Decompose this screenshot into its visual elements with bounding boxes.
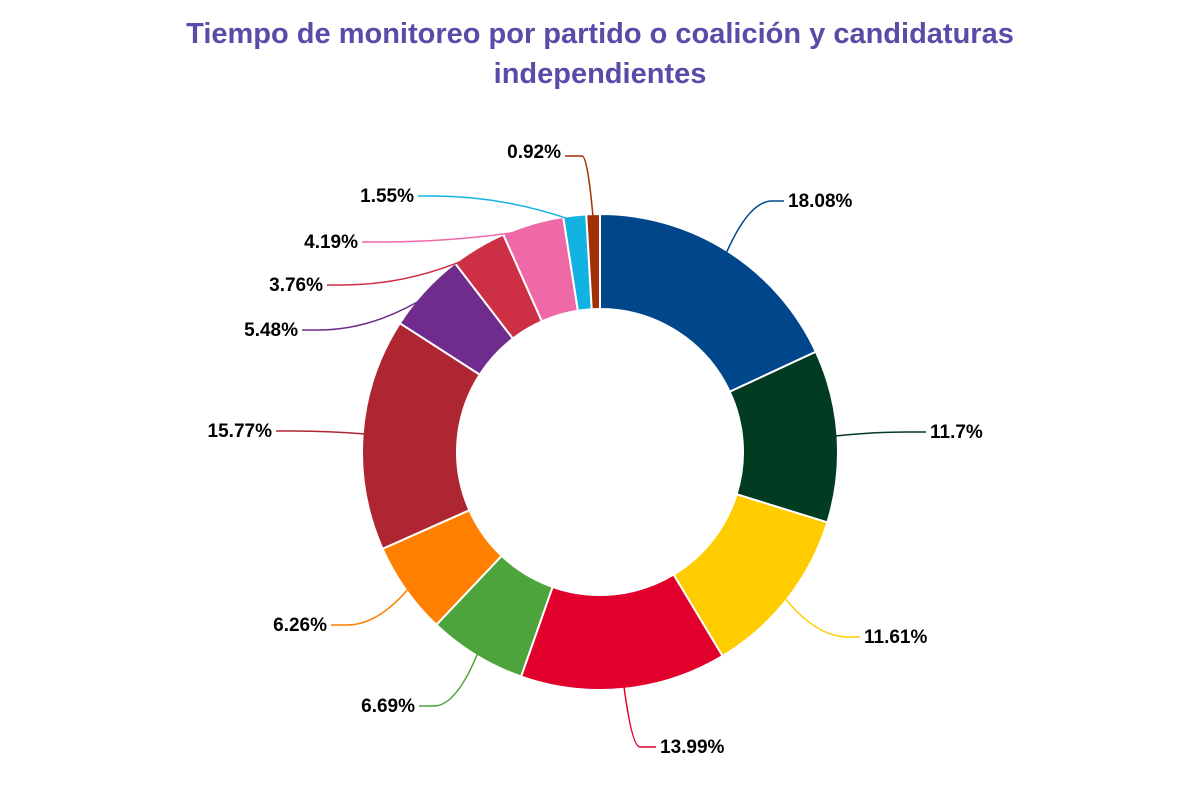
data-label-10: 1.55%	[360, 186, 414, 207]
leader-line-10	[418, 195, 576, 223]
data-label-6: 15.77%	[208, 421, 273, 442]
chart-title: Tiempo de monitoreo por partido o coalic…	[0, 14, 1200, 94]
data-label-2: 11.61%	[864, 627, 927, 648]
leader-line-11	[565, 155, 595, 221]
leader-line-3	[622, 682, 656, 748]
data-label-0: 18.08%	[788, 191, 853, 212]
data-label-5: 6.26%	[273, 615, 327, 636]
leader-line-4	[419, 649, 480, 707]
leader-line-6	[276, 430, 369, 436]
leader-line-5	[331, 585, 412, 626]
leader-line-7	[302, 294, 430, 331]
leader-line-2	[781, 594, 860, 638]
donut-slice-0	[599, 212, 818, 394]
leader-line-0	[724, 200, 784, 257]
data-label-7: 5.48%	[244, 320, 298, 341]
leader-line-9	[362, 228, 535, 243]
data-label-11: 0.92%	[507, 142, 561, 163]
leader-line-8	[327, 251, 482, 286]
leader-line-1	[831, 431, 926, 438]
chart-title-line-1: Tiempo de monitoreo por partido o coalic…	[186, 18, 1014, 50]
data-label-3: 13.99%	[660, 737, 725, 758]
chart-title-line-2: independientes	[493, 58, 707, 90]
data-label-4: 6.69%	[361, 696, 415, 717]
data-label-8: 3.76%	[269, 275, 323, 296]
data-label-9: 4.19%	[304, 232, 358, 253]
data-label-1: 11.7%	[930, 422, 983, 443]
donut-slice-11	[585, 212, 601, 311]
